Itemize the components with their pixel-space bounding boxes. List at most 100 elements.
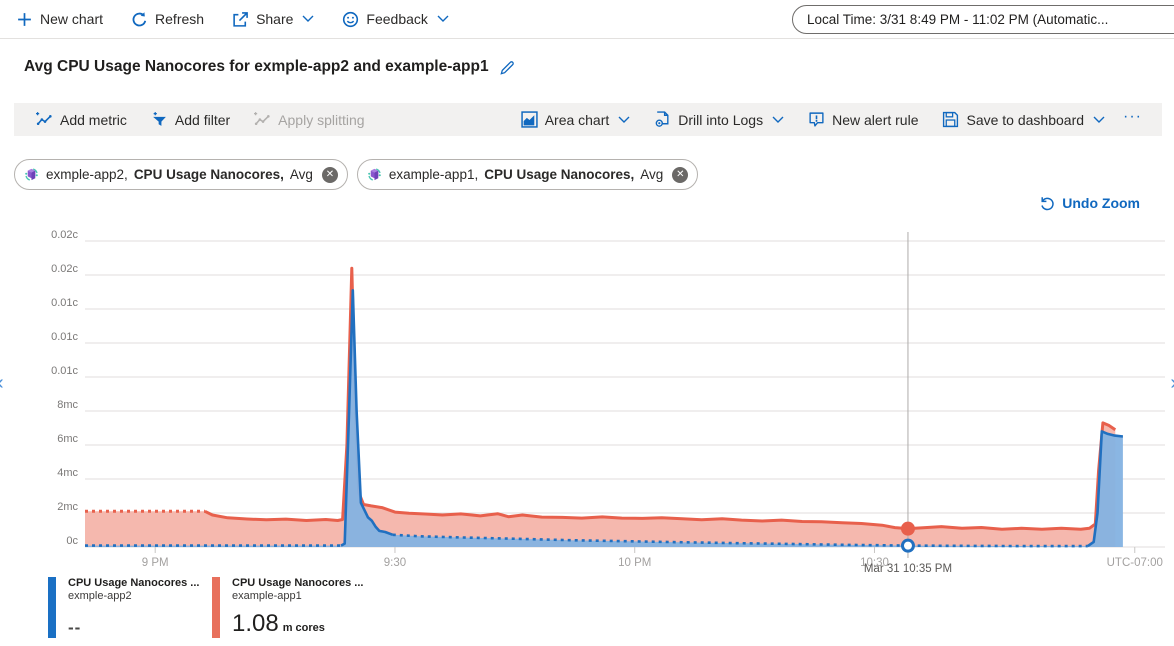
y-tick-label: 4mc bbox=[57, 467, 78, 479]
save-to-dashboard-button[interactable]: Save to dashboard bbox=[930, 106, 1117, 133]
x-tick-label: 10:30 bbox=[860, 557, 889, 569]
new-alert-rule-button[interactable]: New alert rule bbox=[796, 106, 930, 133]
series-fill-exmple-app2 bbox=[85, 290, 1123, 547]
x-tick-label: 9:30 bbox=[384, 557, 406, 569]
series-line-exmple-app2 bbox=[392, 533, 1088, 548]
add-metric-button[interactable]: Add metric bbox=[24, 106, 139, 133]
y-tick-label: 6mc bbox=[57, 433, 78, 445]
new-chart-button[interactable]: New chart bbox=[6, 5, 113, 34]
time-range-label: Local Time: 3/31 8:49 PM - 11:02 PM (Aut… bbox=[807, 12, 1109, 27]
legend-color-bar bbox=[212, 577, 220, 638]
save-icon bbox=[943, 111, 959, 128]
y-tick-label: 0.01c bbox=[51, 297, 78, 309]
feedback-label: Feedback bbox=[366, 11, 428, 27]
chart-title: Avg CPU Usage Nanocores for exmple-app2 … bbox=[24, 58, 489, 75]
refresh-button[interactable]: Refresh bbox=[121, 5, 214, 34]
scroll-right-icon[interactable]: › bbox=[1170, 372, 1174, 395]
more-commands-button[interactable]: ··· bbox=[1117, 108, 1152, 132]
chart-toolbar: Add metric Add filter Apply splitting Ar… bbox=[14, 103, 1162, 136]
crosshair-label: Mar 31 10:35 PM bbox=[864, 563, 952, 575]
series-line-exmple-app2 bbox=[340, 289, 394, 547]
save-to-dashboard-label: Save to dashboard bbox=[966, 111, 1085, 128]
chart-type-label: Area chart bbox=[544, 111, 610, 128]
chevron-down-icon bbox=[772, 116, 784, 123]
y-tick-label: 0c bbox=[66, 535, 78, 547]
scroll-left-icon[interactable]: ‹ bbox=[0, 372, 4, 395]
undo-zoom-button[interactable]: Undo Zoom bbox=[1039, 195, 1140, 211]
undo-zoom-label: Undo Zoom bbox=[1062, 195, 1140, 211]
pill-aggregation: Avg bbox=[289, 167, 313, 182]
legend-metric: CPU Usage Nanocores ... bbox=[232, 577, 364, 589]
apply-splitting-label: Apply splitting bbox=[278, 111, 365, 128]
apply-splitting-button[interactable]: Apply splitting bbox=[242, 106, 376, 133]
refresh-label: Refresh bbox=[155, 11, 205, 27]
feedback-button[interactable]: Feedback bbox=[332, 5, 458, 34]
marker-exmple-app2 bbox=[900, 538, 915, 553]
x-tick-label: 10 PM bbox=[618, 557, 651, 569]
pill-resource: exmple-app2, bbox=[46, 167, 128, 182]
pill-resource: example-app1, bbox=[388, 167, 479, 182]
drill-logs-icon bbox=[655, 111, 669, 127]
add-filter-button[interactable]: Add filter bbox=[139, 106, 242, 133]
legend-resource: exmple-app2 bbox=[68, 590, 132, 602]
apply-splitting-icon bbox=[254, 112, 270, 126]
smiley-icon bbox=[343, 11, 359, 27]
series-line-exmple-app2 bbox=[1087, 430, 1124, 548]
legend-value: 1.08 bbox=[232, 610, 279, 637]
share-button[interactable]: Share bbox=[222, 5, 324, 34]
container-app-icon bbox=[368, 168, 381, 181]
x-tick-label: 9 PM bbox=[142, 557, 169, 569]
chevron-down-icon bbox=[1093, 116, 1105, 123]
share-label: Share bbox=[256, 11, 294, 27]
add-metric-label: Add metric bbox=[60, 111, 127, 128]
plus-icon bbox=[18, 12, 31, 26]
series-fill-example-app1 bbox=[85, 268, 1116, 547]
close-icon[interactable]: ✕ bbox=[672, 166, 689, 183]
legend-metric: CPU Usage Nanocores ... bbox=[68, 577, 200, 589]
add-filter-label: Add filter bbox=[174, 111, 231, 128]
legend-unit: m cores bbox=[282, 622, 325, 634]
legend-item-exmple-app2[interactable]: CPU Usage Nanocores ... exmple-app2 -- bbox=[48, 577, 200, 638]
legend-resource: example-app1 bbox=[232, 590, 302, 602]
new-chart-label: New chart bbox=[40, 11, 104, 27]
ellipsis-icon: ··· bbox=[1123, 107, 1142, 125]
chevron-down-icon bbox=[302, 15, 314, 22]
y-tick-label: 2mc bbox=[57, 501, 78, 513]
chevron-down-icon bbox=[618, 116, 630, 123]
area-chart-icon bbox=[521, 111, 538, 128]
legend-value: -- bbox=[68, 618, 82, 637]
add-filter-icon bbox=[153, 112, 166, 126]
x-tick-label: UTC-07:00 bbox=[1107, 557, 1163, 569]
drill-into-logs-button[interactable]: Drill into Logs bbox=[642, 106, 796, 133]
y-tick-label: 0.02c bbox=[51, 229, 78, 241]
pill-aggregation: Avg bbox=[640, 167, 664, 182]
refresh-icon bbox=[132, 11, 147, 26]
alert-icon bbox=[809, 112, 824, 127]
new-alert-rule-label: New alert rule bbox=[832, 111, 919, 128]
y-tick-label: 0.01c bbox=[51, 331, 78, 343]
y-tick-label: 0.02c bbox=[51, 263, 78, 275]
chart-type-button[interactable]: Area chart bbox=[509, 106, 643, 133]
pill-metric: CPU Usage Nanocores, bbox=[484, 167, 635, 182]
pill-metric: CPU Usage Nanocores, bbox=[133, 167, 284, 182]
add-metric-icon bbox=[36, 112, 52, 126]
close-icon[interactable]: ✕ bbox=[321, 166, 338, 183]
metric-pill-exmple-app2[interactable]: exmple-app2, CPU Usage Nanocores, Avg ✕ bbox=[14, 159, 348, 190]
metric-pill-example-app1[interactable]: example-app1, CPU Usage Nanocores, Avg ✕ bbox=[356, 159, 699, 190]
legend-color-bar bbox=[48, 577, 56, 638]
undo-icon bbox=[1041, 197, 1054, 211]
chevron-down-icon bbox=[437, 15, 449, 22]
top-command-bar: New chart Refresh Share Feedback Local T… bbox=[0, 0, 1174, 39]
legend-item-example-app1[interactable]: CPU Usage Nanocores ... example-app1 1.0… bbox=[212, 577, 364, 638]
marker-example-app1 bbox=[900, 521, 915, 536]
y-tick-label: 8mc bbox=[57, 399, 78, 411]
share-icon bbox=[233, 11, 248, 27]
time-range-pill[interactable]: Local Time: 3/31 8:49 PM - 11:02 PM (Aut… bbox=[792, 5, 1174, 34]
series-line-example-app1 bbox=[204, 266, 1117, 531]
chart-legend: CPU Usage Nanocores ... exmple-app2 -- C… bbox=[48, 577, 376, 638]
y-tick-label: 0.01c bbox=[51, 365, 78, 377]
container-app-icon bbox=[25, 168, 38, 181]
drill-into-logs-label: Drill into Logs bbox=[678, 111, 764, 128]
pencil-icon[interactable] bbox=[499, 59, 516, 76]
